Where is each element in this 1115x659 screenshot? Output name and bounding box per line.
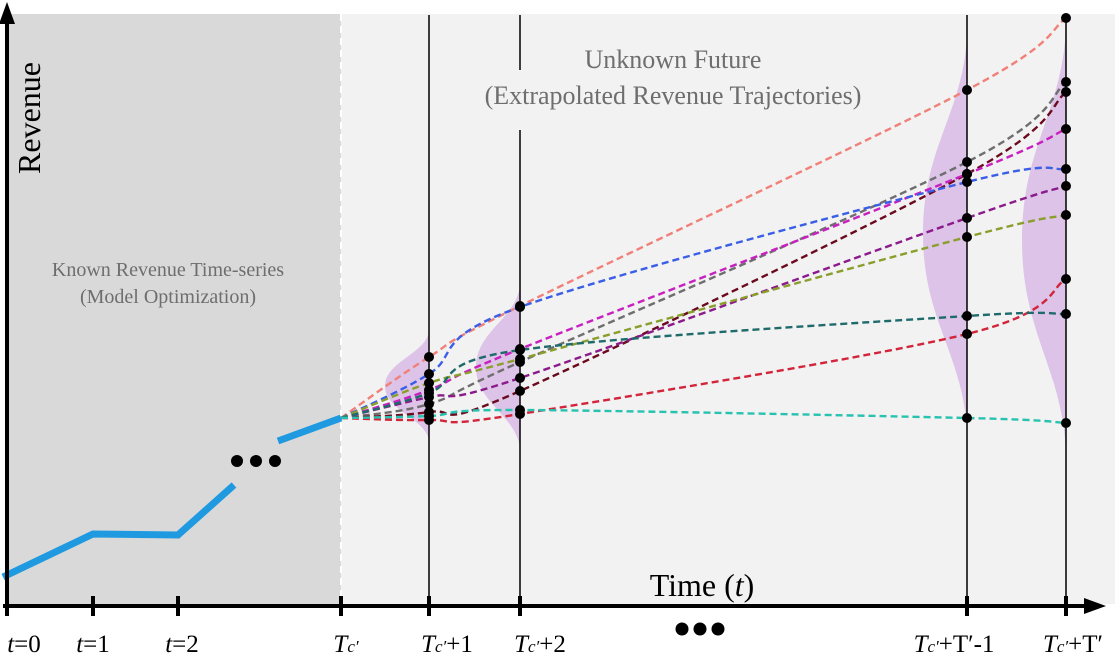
sample-point: [515, 345, 525, 355]
tick-label-t2: t=2: [165, 631, 199, 658]
ellipsis-dots-axis: [675, 622, 725, 636]
known-series-segment: [276, 414, 343, 445]
sample-point: [962, 177, 972, 187]
sample-point: [1061, 181, 1071, 191]
sample-point: [515, 354, 525, 364]
sample-point: [962, 329, 972, 339]
sample-point: [424, 369, 434, 379]
ellipsis-dot: [693, 622, 707, 636]
axis-ticks: [5, 596, 1068, 616]
ellipsis-dot: [231, 455, 243, 467]
known-region: [7, 14, 341, 604]
density-shape: [923, 35, 967, 432]
ellipsis-dot: [711, 622, 725, 636]
sample-point: [962, 169, 972, 179]
tick-label-tc: Tc′: [333, 631, 358, 658]
ellipsis-dots-known: [231, 455, 281, 467]
sample-point: [1061, 77, 1071, 87]
sample-point: [1061, 13, 1071, 23]
sample-points-layer: [424, 13, 1071, 428]
sample-point: [962, 85, 972, 95]
sample-point: [515, 386, 525, 396]
sample-point: [962, 157, 972, 167]
sample-point: [1061, 210, 1071, 220]
sample-point: [1061, 164, 1071, 174]
x-axis-arrow-icon: [1084, 598, 1106, 614]
sample-point: [515, 373, 525, 383]
ellipsis-dot: [269, 455, 281, 467]
trajectory-line: [340, 408, 1067, 425]
y-axis-label: Revenue: [11, 62, 47, 174]
tick-label-tcT: Tc′+T′: [1043, 631, 1103, 658]
sample-point: [424, 378, 434, 388]
tick-label-tc1: Tc′+1: [421, 631, 473, 658]
x-axis-label-prefix: Time (: [650, 567, 735, 603]
x-axis-label-var: t: [735, 567, 745, 603]
future-region-subtitle: (Extrapolated Revenue Trajectories): [485, 81, 862, 110]
known-series-line: [1, 482, 237, 581]
sample-point: [424, 388, 434, 398]
known-region-subtitle: (Model Optimization): [80, 286, 256, 308]
trajectory-line: [340, 17, 1067, 419]
y-axis-arrow-icon: [0, 2, 15, 24]
tick-label-tc2: Tc′+2: [514, 631, 566, 658]
trajectory-line: [340, 277, 1067, 424]
tick-label-t0: t=0: [7, 631, 41, 658]
sample-point: [1061, 87, 1071, 97]
sample-point: [962, 413, 972, 423]
trajectory-line: [340, 166, 1067, 420]
sample-point: [1061, 274, 1071, 284]
future-region-title: Unknown Future: [585, 45, 762, 74]
ellipsis-dot: [675, 622, 689, 636]
sample-point: [1061, 418, 1071, 428]
sample-point: [515, 302, 525, 312]
density-shape: [476, 286, 520, 448]
future-region: [341, 14, 1115, 604]
known-region-title: Known Revenue Time-series: [52, 259, 284, 281]
sample-point: [424, 399, 434, 409]
x-axis-label: Time (t): [650, 567, 755, 603]
ellipsis-dot: [250, 455, 262, 467]
sample-point: [1061, 309, 1071, 319]
x-axis-label-suffix: ): [744, 567, 755, 603]
tick-label-t1: t=1: [76, 631, 110, 658]
sample-point: [515, 405, 525, 415]
sample-point: [962, 311, 972, 321]
tick-label-tcT1: Tc′+T′-1: [914, 631, 995, 658]
density-shape: [1022, 28, 1066, 452]
axes: [0, 2, 1106, 614]
sample-point: [1061, 124, 1071, 134]
sample-point: [424, 352, 434, 362]
sample-point: [424, 411, 434, 421]
known-series: [1, 414, 343, 581]
sample-point: [962, 232, 972, 242]
sample-point: [962, 213, 972, 223]
